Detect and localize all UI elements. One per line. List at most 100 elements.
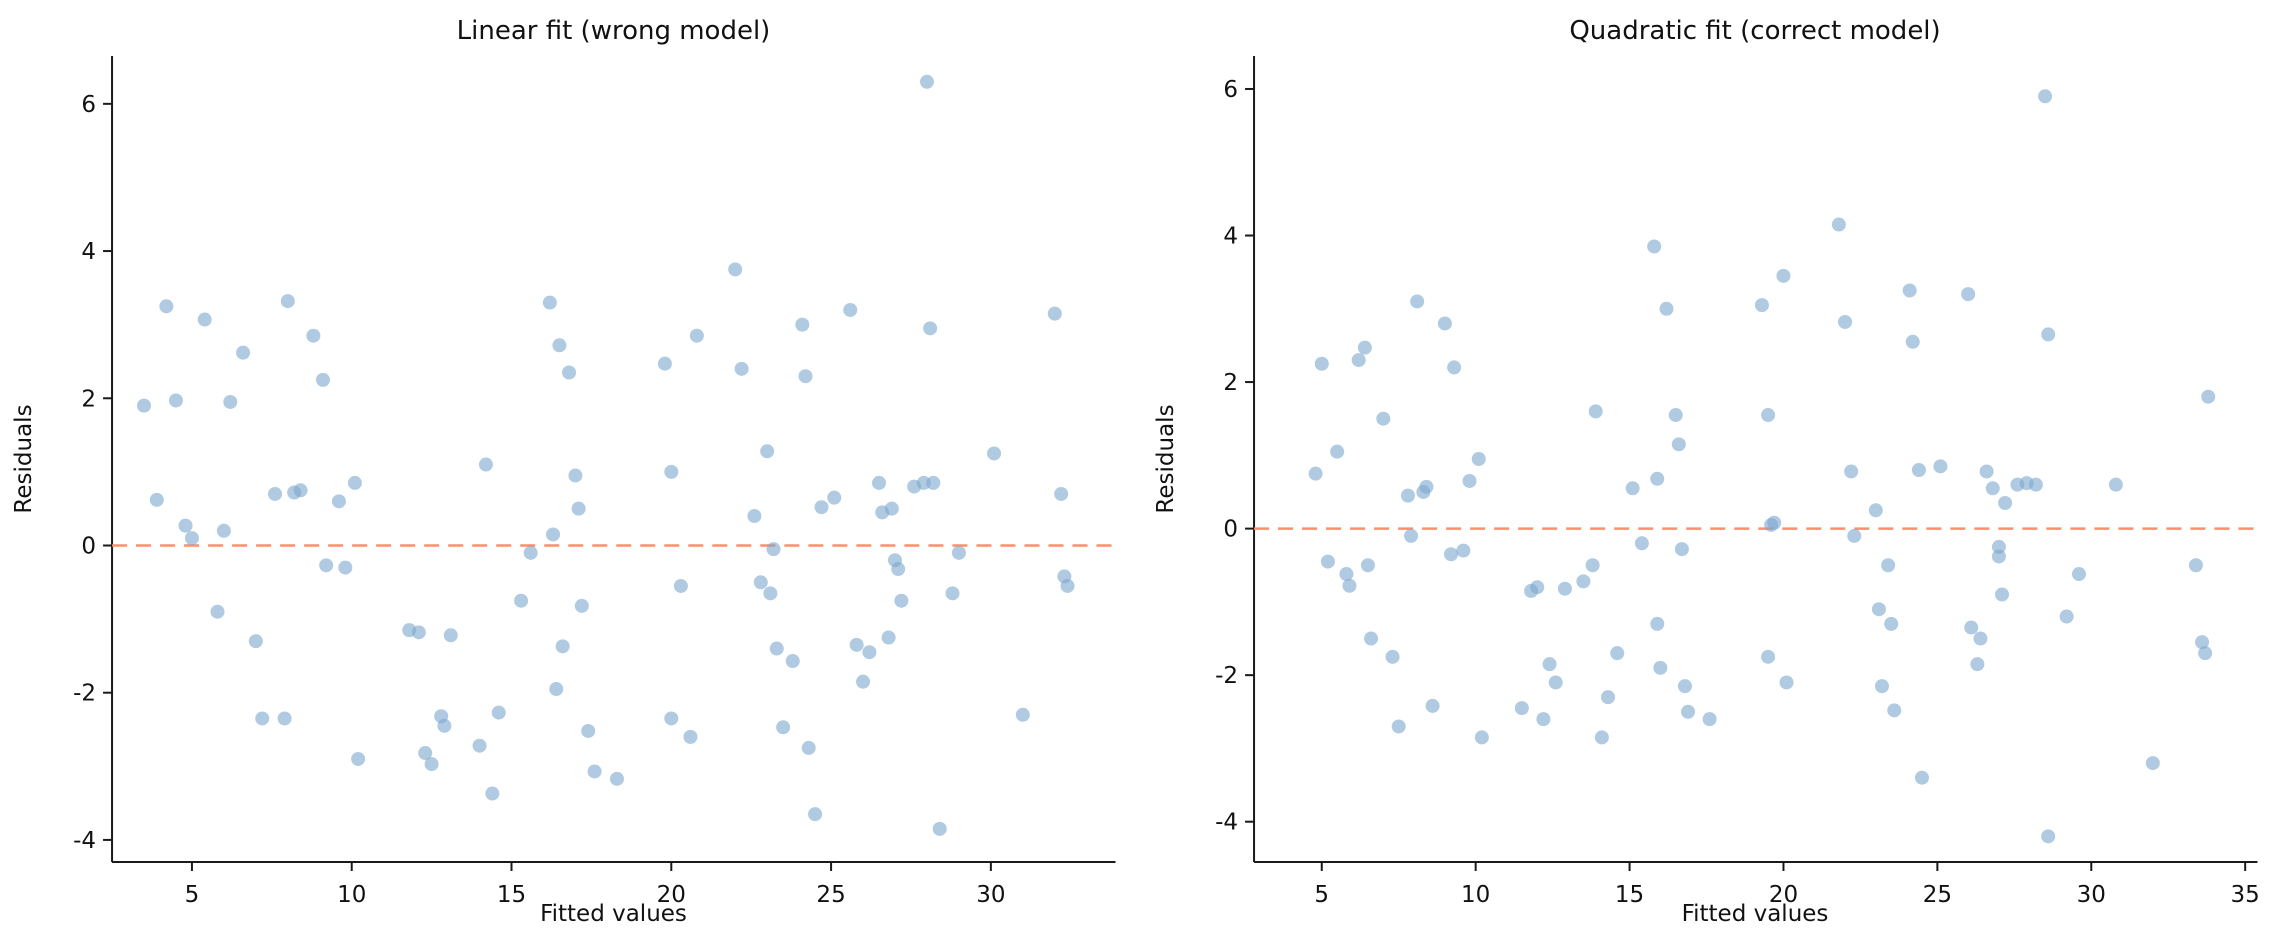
data-point [255, 711, 270, 726]
data-point [1308, 466, 1323, 481]
data-point [1060, 578, 1075, 593]
data-point [1991, 549, 2006, 564]
data-point [1403, 528, 1418, 543]
data-point [1462, 473, 1477, 488]
data-point [1443, 547, 1458, 562]
y-tick-label: 4 [81, 239, 96, 265]
data-point [216, 523, 231, 538]
data-point [1677, 679, 1692, 694]
data-point [315, 372, 330, 387]
data-point [763, 586, 778, 601]
data-point [331, 494, 346, 509]
data-point [1535, 712, 1550, 727]
x-tick-label: 10 [1461, 882, 1490, 908]
data-point [411, 625, 426, 640]
data-point [1972, 631, 1987, 646]
x-tick-label: 5 [1314, 882, 1329, 908]
data-point [1529, 580, 1544, 595]
data-point [236, 345, 251, 360]
data-point [1646, 239, 1661, 254]
data-point [657, 356, 672, 371]
data-point [514, 593, 529, 608]
data-point [923, 321, 938, 336]
data-point [1671, 437, 1686, 452]
y-tick-label: 2 [81, 386, 96, 412]
data-point [1674, 542, 1689, 557]
data-point [1994, 587, 2009, 602]
data-point [734, 361, 749, 376]
data-point [1868, 503, 1883, 518]
data-point [248, 634, 263, 649]
data-point [856, 674, 871, 689]
data-point [168, 393, 183, 408]
data-point [1649, 471, 1664, 486]
data-point [1360, 558, 1375, 573]
data-point [1375, 411, 1390, 426]
data-point [683, 729, 698, 744]
data-point [753, 575, 768, 590]
data-point [664, 464, 679, 479]
data-point [424, 757, 439, 772]
chart-title: Linear fit (wrong model) [456, 16, 771, 46]
data-point [1886, 703, 1901, 718]
data-point [277, 711, 292, 726]
data-point [1585, 558, 1600, 573]
data-point [798, 369, 813, 384]
data-point [351, 751, 366, 766]
data-point [1357, 340, 1372, 355]
data-point [664, 711, 679, 726]
x-tick-label: 10 [337, 882, 366, 908]
data-point [2071, 567, 2086, 582]
data-point [1351, 353, 1366, 368]
data-point [1871, 602, 1886, 617]
data-point [1015, 707, 1030, 722]
data-point [2188, 558, 2203, 573]
data-point [795, 317, 810, 332]
data-point [1391, 719, 1406, 734]
data-point [2059, 609, 2074, 624]
data-point [178, 518, 193, 533]
data-point [2040, 829, 2055, 844]
y-tick-label: -2 [73, 681, 96, 707]
data-point [418, 746, 433, 761]
data-point [1425, 698, 1440, 713]
data-point [1418, 479, 1433, 494]
x-tick-label: 25 [1922, 882, 1951, 908]
y-tick-label: -2 [1215, 663, 1238, 689]
data-point [769, 641, 784, 656]
data-point [872, 475, 887, 490]
data-point [1932, 459, 1947, 474]
data-point [268, 486, 283, 501]
data-point [293, 483, 308, 498]
data-point [149, 492, 164, 507]
data-point [932, 821, 947, 836]
data-point [1874, 679, 1889, 694]
data-point [2108, 477, 2123, 492]
data-point [808, 807, 823, 822]
data-point [862, 645, 877, 660]
y-tick-label: -4 [73, 828, 96, 854]
x-axis-label: Fitted values [540, 901, 687, 927]
data-point [552, 338, 567, 353]
data-point [1652, 660, 1667, 675]
data-point [849, 637, 864, 652]
data-point [280, 294, 295, 309]
x-tick-label: 20 [657, 882, 686, 908]
data-point [1754, 298, 1769, 313]
data-point [919, 74, 934, 89]
data-point [1385, 649, 1400, 664]
data-point [485, 786, 500, 801]
data-point [2028, 477, 2043, 492]
data-point [891, 562, 906, 577]
data-point [1911, 462, 1926, 477]
data-point [785, 654, 800, 669]
y-tick-label: 4 [1223, 224, 1238, 250]
data-point [1320, 554, 1335, 569]
data-point [1969, 657, 1984, 672]
data-point [523, 545, 538, 560]
data-point [1575, 574, 1590, 589]
y-tick-label: 2 [1223, 370, 1238, 396]
x-tick-label: 35 [2230, 882, 2259, 908]
y-tick-label: 6 [81, 92, 96, 118]
data-point [1600, 690, 1615, 705]
